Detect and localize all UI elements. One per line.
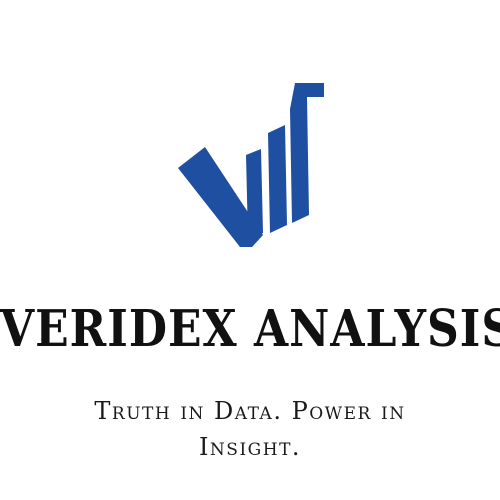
tagline-line-2: Insight. <box>198 433 302 461</box>
tagline: Truth in Data. Power in Insight. <box>0 393 500 465</box>
logo-icon <box>170 75 340 255</box>
brand-name: VERIDEX ANALYSIS <box>0 300 500 359</box>
tagline-line-1: Truth in Data. Power in <box>94 397 406 425</box>
